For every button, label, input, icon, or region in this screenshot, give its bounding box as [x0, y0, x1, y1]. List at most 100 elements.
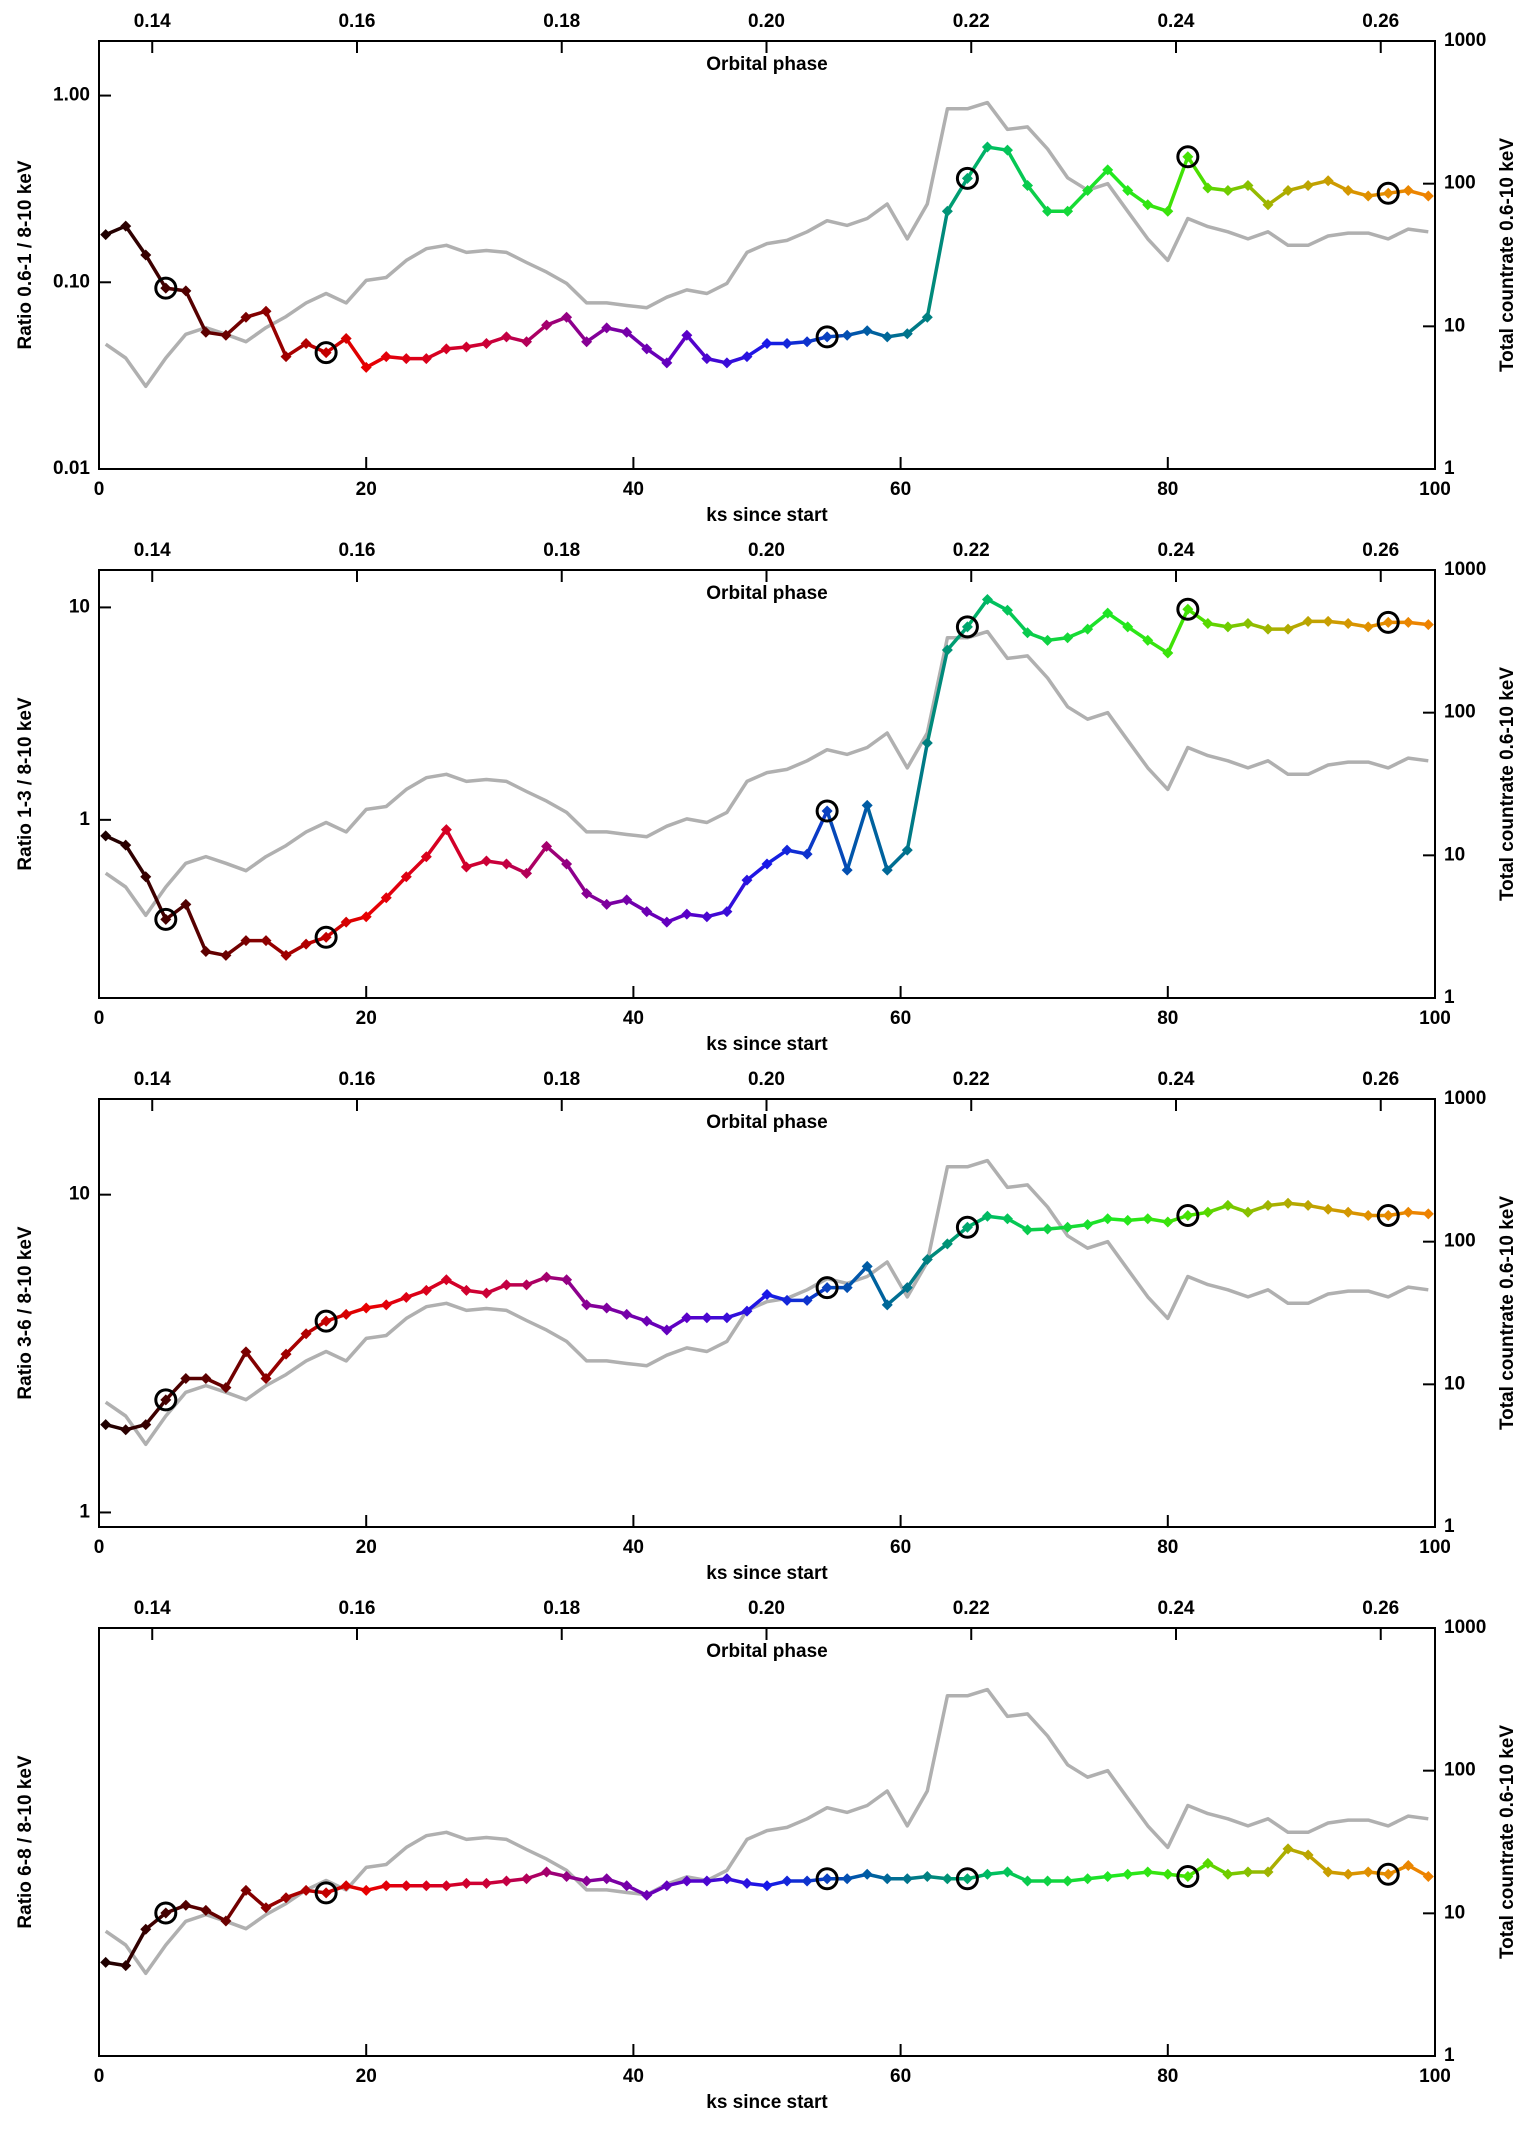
y2-tick-label: 1	[1444, 2045, 1455, 2066]
ratio-point	[280, 351, 292, 363]
ratio-segment	[1085, 611, 1110, 631]
ratio-segment	[1085, 168, 1110, 193]
x-tick-label: 40	[623, 2066, 644, 2087]
ratio-point	[160, 282, 172, 294]
ratio-point	[1202, 617, 1214, 629]
x-tick-label: 80	[1157, 1537, 1178, 1558]
ratio-point	[1422, 1871, 1434, 1883]
x-tick-label: 0	[94, 479, 105, 500]
x2-tick-label: 0.22	[953, 1598, 990, 1619]
ratio-point	[941, 1238, 953, 1250]
ratio-point	[460, 1877, 472, 1889]
ratio-point	[1282, 1197, 1294, 1209]
ratio-point	[561, 1871, 573, 1883]
ratio-point	[741, 351, 753, 363]
ratio-point	[1282, 1843, 1294, 1855]
ratio-point	[1202, 182, 1214, 194]
ratio-segment	[344, 336, 368, 370]
ratio-segment	[845, 803, 869, 872]
ratio-point	[761, 1880, 773, 1892]
ratio-segment	[1306, 1853, 1330, 1874]
x-tick-label: 60	[890, 1537, 911, 1558]
ratio-segment	[404, 855, 429, 879]
ratio-point	[1382, 616, 1394, 628]
ratio-point	[340, 332, 352, 344]
ratio-point	[601, 898, 613, 910]
ratio-point	[240, 935, 252, 947]
x-tick-label: 20	[356, 1008, 377, 1029]
ratio-point	[921, 737, 933, 749]
ratio-point	[100, 830, 112, 842]
ratio-segment	[144, 1398, 168, 1427]
ratio-point	[1362, 1209, 1374, 1221]
y-tick-label: 10	[69, 596, 90, 617]
y2-tick-label: 10	[1444, 1902, 1465, 1923]
ratio-point	[200, 1372, 212, 1384]
ratio-segment	[264, 309, 288, 359]
x2-axis-label: Orbital phase	[706, 1112, 827, 1133]
ratio-point	[500, 1279, 512, 1291]
ratio-point	[1042, 1875, 1054, 1887]
x-tick-label: 40	[623, 1008, 644, 1029]
x-tick-label: 0	[94, 1008, 105, 1029]
ratio-point	[340, 1880, 352, 1892]
ratio-point	[1222, 185, 1234, 197]
ratio-point	[360, 911, 372, 923]
ratio-point	[1262, 623, 1274, 635]
ratio-point	[300, 338, 312, 350]
ratio-point	[941, 1873, 953, 1885]
highlight-circle	[955, 1215, 979, 1239]
ratio-point	[1042, 1223, 1054, 1235]
x-tick-label: 40	[623, 479, 644, 500]
ratio-point	[541, 840, 553, 852]
ratio-segment	[805, 809, 829, 856]
ratio-segment	[1125, 625, 1150, 643]
ratio-point	[901, 1873, 913, 1885]
x-tick-label: 0	[94, 1537, 105, 1558]
ratio-point	[260, 1902, 272, 1914]
ratio-point	[1422, 190, 1434, 202]
ratio-point	[1062, 1221, 1074, 1233]
ratio-point	[901, 1282, 913, 1294]
y2-tick-label: 1000	[1444, 1088, 1486, 1109]
ratio-point	[961, 1221, 973, 1233]
ratio-point	[200, 1904, 212, 1916]
ratio-point	[1322, 175, 1334, 187]
x-tick-label: 20	[356, 479, 377, 500]
ratio-point	[521, 336, 533, 348]
ratio-point	[300, 1884, 312, 1896]
ratio-point	[581, 1299, 593, 1311]
x-tick-label: 80	[1157, 1008, 1178, 1029]
y2-tick-label: 10	[1444, 315, 1465, 336]
ratio-segment	[284, 1332, 308, 1356]
ratio-segment	[424, 827, 449, 859]
ratio-segment	[945, 625, 970, 652]
x2-tick-label: 0.16	[338, 1069, 375, 1090]
ratio-segment	[284, 341, 308, 359]
highlight-circle	[1176, 1865, 1200, 1889]
ratio-segment	[224, 1888, 248, 1923]
ratio-segment	[544, 844, 569, 866]
ratio-point	[220, 949, 232, 961]
x2-tick-label: 0.16	[338, 1598, 375, 1619]
ratio-segment	[745, 862, 769, 882]
x-tick-label: 60	[890, 2066, 911, 2087]
ratio-point	[1162, 647, 1174, 659]
x-tick-label: 20	[356, 2066, 377, 2087]
ratio-point	[1402, 185, 1414, 197]
ratio-point	[140, 1419, 152, 1431]
y2-tick-label: 1000	[1444, 30, 1486, 51]
ratio-point	[120, 839, 132, 851]
ratio-segment	[184, 902, 208, 954]
ratio-point	[1242, 179, 1254, 191]
ratio-segment	[925, 1242, 950, 1262]
ratio-point	[1262, 1866, 1274, 1878]
ratio-point	[581, 336, 593, 348]
ratio-point	[1322, 1203, 1334, 1215]
ratio-point	[220, 329, 232, 341]
highlight-circle	[314, 341, 338, 365]
x-tick-label: 0	[94, 2066, 105, 2087]
ratio-segment	[1065, 188, 1090, 214]
y2-tick-label: 100	[1444, 1231, 1476, 1252]
ratio-point	[1282, 623, 1294, 635]
